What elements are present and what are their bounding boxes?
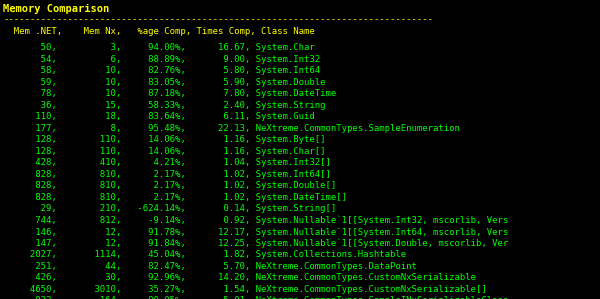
Text: 147,         12,     91.84%,      12.25, System.Nullable`1[[System.Double, mscor: 147, 12, 91.84%, 12.25, System.Nullable`… bbox=[3, 239, 508, 248]
Text: 59,         10,     83.05%,       5.90, System.Double: 59, 10, 83.05%, 5.90, System.Double bbox=[3, 78, 325, 87]
Text: 54,          6,     88.89%,       9.00, System.Int32: 54, 6, 88.89%, 9.00, System.Int32 bbox=[3, 55, 320, 64]
Text: 426,         30,     92.96%,      14.20, NeXtreme.CommonTypes.CustomNxSerializab: 426, 30, 92.96%, 14.20, NeXtreme.CommonT… bbox=[3, 273, 476, 282]
Text: 4650,       3010,     35.27%,       1.54, NeXtreme.CommonTypes.CustomNxSerializa: 4650, 3010, 35.27%, 1.54, NeXtreme.Commo… bbox=[3, 285, 487, 294]
Text: 36,         15,     58.33%,       2.40, System.String: 36, 15, 58.33%, 2.40, System.String bbox=[3, 100, 325, 110]
Text: Memory Comparison: Memory Comparison bbox=[3, 4, 109, 14]
Text: 128,        110,     14.06%,       1.16, System.Char[]: 128, 110, 14.06%, 1.16, System.Char[] bbox=[3, 147, 325, 155]
Text: 146,         12,     91.78%,      12.17, System.Nullable`1[[System.Int64, mscorl: 146, 12, 91.78%, 12.17, System.Nullable`… bbox=[3, 227, 508, 237]
Text: 251,         44,     82.47%,       5.70, NeXtreme.CommonTypes.DataPoint: 251, 44, 82.47%, 5.70, NeXtreme.CommonTy… bbox=[3, 262, 417, 271]
Text: --------------------------------------------------------------------------------: ----------------------------------------… bbox=[3, 16, 433, 25]
Text: 177,          8,     95.48%,      22.13, NeXtreme.CommonTypes.SampleEnumeration: 177, 8, 95.48%, 22.13, NeXtreme.CommonTy… bbox=[3, 123, 460, 132]
Text: 828,        810,      2.17%,       1.02, System.Int64[]: 828, 810, 2.17%, 1.02, System.Int64[] bbox=[3, 170, 331, 179]
Text: 822,        164,     80.05%,       5.01, NeXtreme.CommonTypes.SampleINxSerializa: 822, 164, 80.05%, 5.01, NeXtreme.CommonT… bbox=[3, 296, 508, 299]
Text: 2027,       1114,     45.04%,       1.82, System.Collections.Hashtable: 2027, 1114, 45.04%, 1.82, System.Collect… bbox=[3, 250, 406, 259]
Text: 744,        812,     -9.14%,       0.92, System.Nullable`1[[System.Int32, mscorl: 744, 812, -9.14%, 0.92, System.Nullable`… bbox=[3, 216, 508, 225]
Text: 58,         10,     82.76%,       5.80, System.Int64: 58, 10, 82.76%, 5.80, System.Int64 bbox=[3, 66, 320, 75]
Text: Mem .NET,    Mem Nx,   %age Comp, Times Comp, Class Name: Mem .NET, Mem Nx, %age Comp, Times Comp,… bbox=[3, 27, 315, 36]
Text: 50,          3,     94.00%,      16.67, System.Char: 50, 3, 94.00%, 16.67, System.Char bbox=[3, 43, 315, 52]
Text: 828,        810,      2.17%,       1.02, System.Double[]: 828, 810, 2.17%, 1.02, System.Double[] bbox=[3, 181, 336, 190]
Text: 78,         10,     87.18%,       7.80, System.DateTime: 78, 10, 87.18%, 7.80, System.DateTime bbox=[3, 89, 336, 98]
Text: 29,        210,   -624.14%,       0.14, System.String[]: 29, 210, -624.14%, 0.14, System.String[] bbox=[3, 204, 336, 213]
Text: 128,        110,     14.06%,       1.16, System.Byte[]: 128, 110, 14.06%, 1.16, System.Byte[] bbox=[3, 135, 325, 144]
Text: 828,        810,      2.17%,       1.02, System.DateTime[]: 828, 810, 2.17%, 1.02, System.DateTime[] bbox=[3, 193, 347, 202]
Text: 428,        410,      4.21%,       1.04, System.Int32[]: 428, 410, 4.21%, 1.04, System.Int32[] bbox=[3, 158, 331, 167]
Text: 110,         18,     83.64%,       6.11, System.Guid: 110, 18, 83.64%, 6.11, System.Guid bbox=[3, 112, 315, 121]
